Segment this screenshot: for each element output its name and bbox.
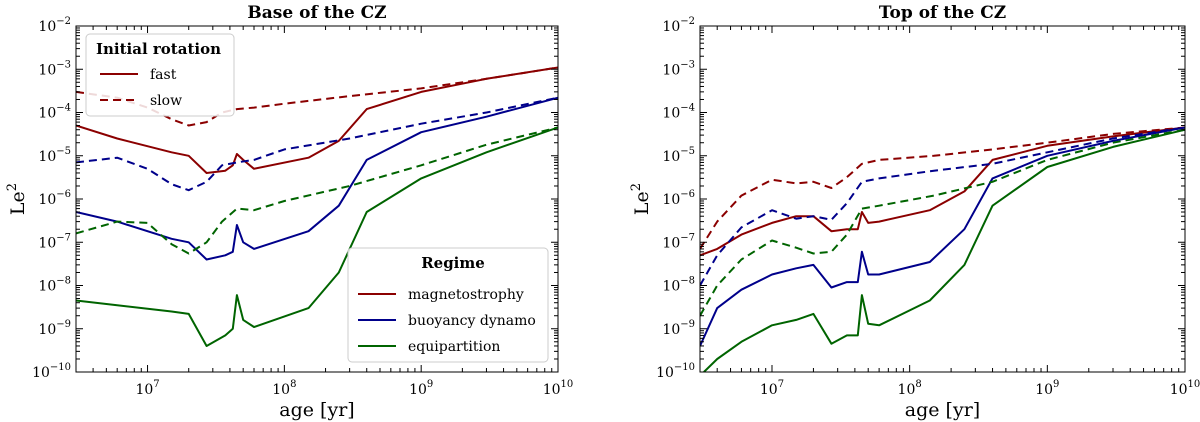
series-line-magnetostrophy-slow [700,126,1185,250]
legend-label-equipartition: equipartition [408,339,500,355]
legend-label-magnetostrophy: magnetostrophy [408,287,524,303]
x-tick-label: 107 [135,379,159,398]
series-line-buoyancy_dynamo-fast [76,96,558,261]
x-axis-label: age [yr] [905,399,980,421]
y-axis-label: Le2 [5,183,29,215]
y-axis-label: Le2 [629,183,653,215]
series-line-buoyancy_dynamo-slow [700,126,1185,286]
series-line-equipartition-slow [76,126,558,255]
y-tick-label: 10−2 [662,16,695,35]
series-group [700,126,1185,372]
x-axis-label: age [yr] [279,399,354,421]
y-tick-label: 10−4 [662,103,695,122]
y-tick-label: 10−7 [662,232,695,251]
y-tick-label: 10−9 [662,319,695,338]
legend-box [347,247,549,363]
chart-panel-2: 107 108 109 1010 10−10 10−9 10−8 10−7 10−6 10−5 10… [629,3,1200,421]
y-tick-label: 10−8 [662,276,695,295]
y-tick-label: 10−5 [662,146,695,165]
y-tick-label: 10−9 [38,319,71,338]
x-tick-label: 1010 [1170,379,1200,398]
legend-title: Regime [421,254,485,272]
series-line-buoyancy_dynamo-fast [700,126,1185,347]
y-tick-label: 10−6 [38,189,71,208]
x-tick-label: 107 [760,379,784,398]
y-tick-label: 10−10 [656,362,695,381]
chart-title: Top of the CZ [879,3,1006,23]
x-tick-label: 109 [409,379,433,398]
legend-label-slow: slow [150,93,182,109]
chart-title: Base of the CZ [247,3,386,23]
series-line-equipartition-slow [700,128,1185,317]
axes-frame [699,25,1186,373]
x-tick-label: 108 [898,379,922,398]
series-line-magnetostrophy-fast [76,66,558,174]
series-line-equipartition-fast [703,128,1185,372]
x-tick-label: 108 [272,379,296,398]
y-tick-label: 10−10 [32,362,71,381]
series-line-buoyancy_dynamo-slow [76,96,558,192]
legend-title: Initial rotation [96,40,221,58]
y-tick-label: 10−4 [38,103,71,122]
legend-box [85,33,235,117]
y-tick-label: 10−2 [38,16,71,35]
series-line-equipartition-fast [76,126,558,347]
chart-panel-1: 107 108 109 1010 10−10 10−9 10−8 10−7 10−6 10−5 10… [5,3,573,421]
y-tick-label: 10−3 [38,59,71,78]
x-tick-label: 109 [1035,379,1059,398]
legend-label-buoyancy-dynamo: buoyancy dynamo [408,313,536,329]
legend-label-fast: fast [150,67,177,83]
legend-upper-left: Initial rotation fast slow [85,33,235,117]
y-tick-label: 10−6 [662,189,695,208]
y-tick-label: 10−5 [38,146,71,165]
legend-lower-right: Regime magnetostrophy buoyancy dynamo equip… [347,247,549,363]
y-tick-label: 10−7 [38,232,71,251]
x-tick-label: 1010 [543,379,574,398]
series-line-magnetostrophy-fast [700,126,1185,257]
y-tick-label: 10−8 [38,276,71,295]
y-tick-label: 10−3 [662,59,695,78]
